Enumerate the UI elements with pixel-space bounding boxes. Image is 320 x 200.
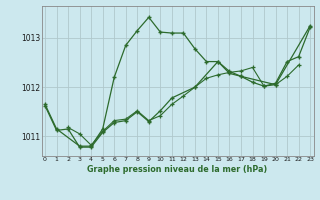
X-axis label: Graphe pression niveau de la mer (hPa): Graphe pression niveau de la mer (hPa) <box>87 165 268 174</box>
